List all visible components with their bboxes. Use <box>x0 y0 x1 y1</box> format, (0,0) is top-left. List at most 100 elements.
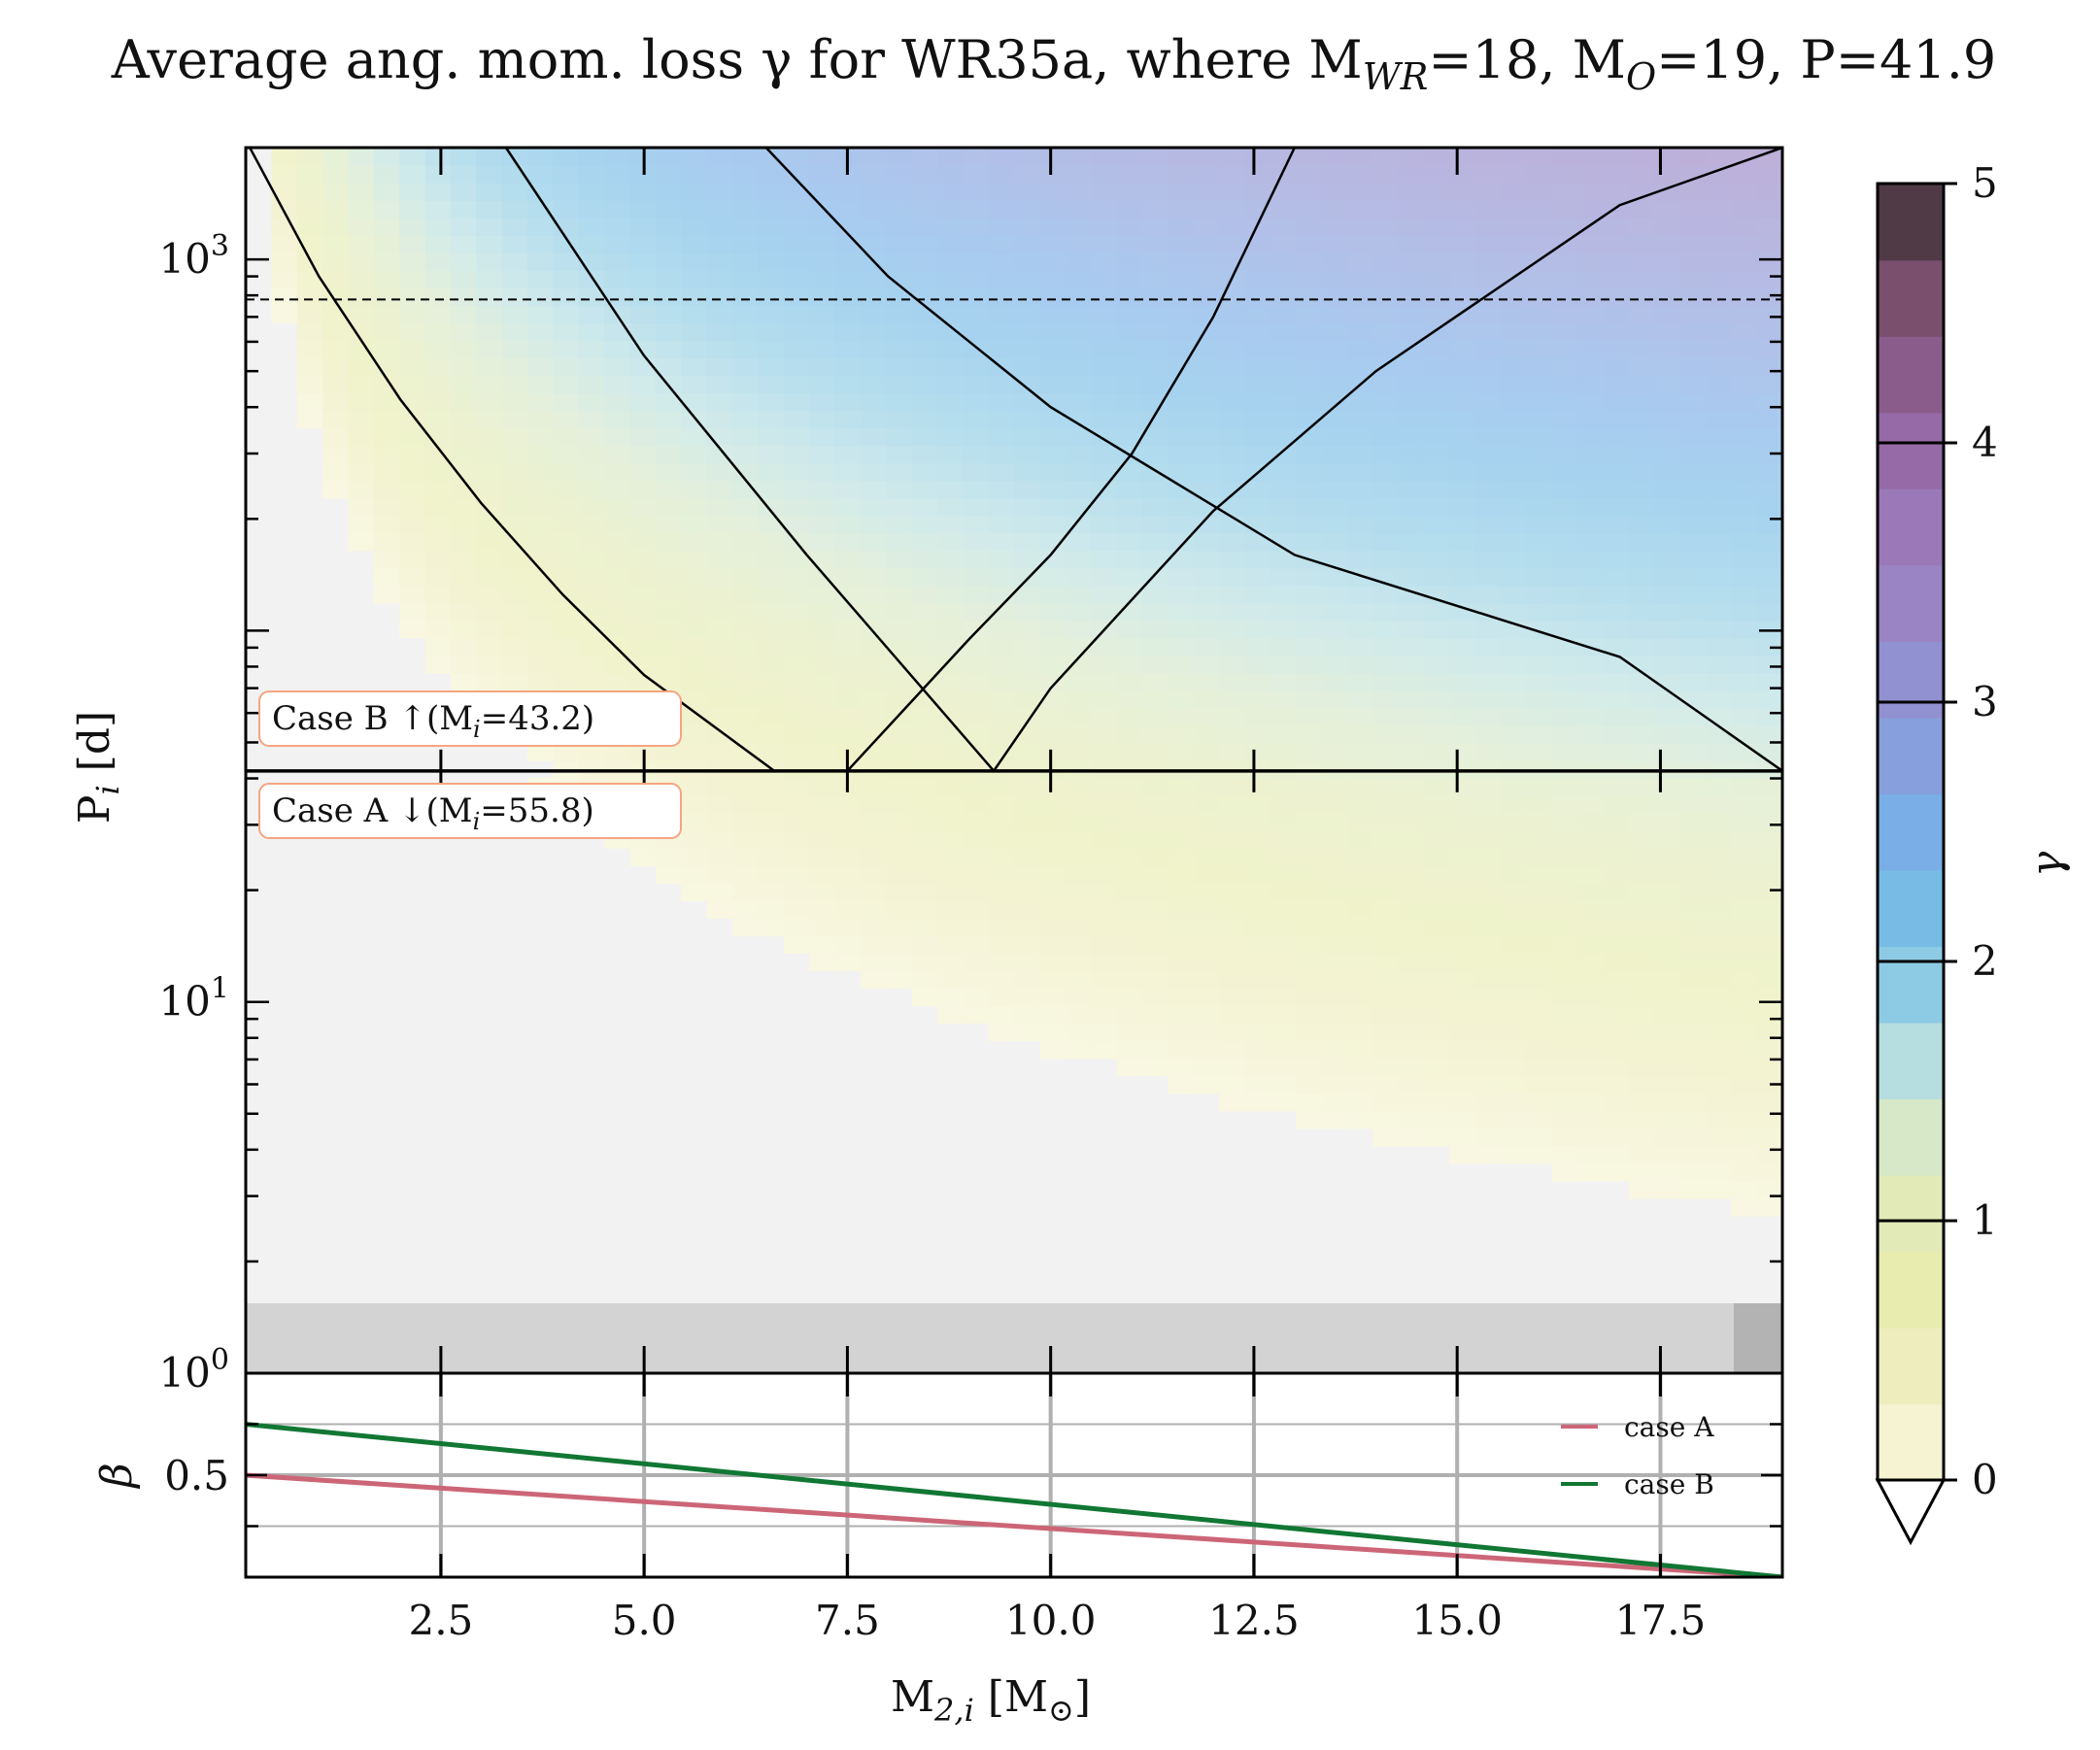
heatmap-cell <box>1014 935 1041 955</box>
heatmap-cell <box>706 795 733 814</box>
heatmap-cell <box>1731 305 1758 324</box>
heatmap-cell <box>424 183 452 201</box>
heatmap-cell <box>1551 305 1578 324</box>
gamma-contour-2-case-a <box>764 148 1782 772</box>
heatmap-cell <box>1270 148 1297 166</box>
heatmap-cell <box>886 743 913 761</box>
heatmap-cell <box>501 218 528 236</box>
heatmap-cell <box>911 410 938 429</box>
heatmap-cell <box>1168 813 1195 831</box>
heatmap-cell <box>1321 165 1348 184</box>
heatmap-cell <box>1731 707 1758 726</box>
heatmap-cell <box>1551 988 1578 1007</box>
heatmap-cell <box>1218 743 1246 761</box>
case-a-label: Case A ↓(Mi=55.8) <box>272 791 594 835</box>
heatmap-cell <box>1474 410 1502 429</box>
heatmap-cell <box>1577 1127 1605 1147</box>
heatmap-cell <box>1346 515 1373 534</box>
heatmap-cell <box>1731 218 1758 236</box>
heatmap-cell <box>1756 427 1782 447</box>
heatmap-cell <box>1756 322 1782 342</box>
heatmap-cell <box>604 235 631 253</box>
heatmap-cell <box>1065 795 1092 814</box>
heatmap-cell <box>348 410 375 429</box>
heatmap-cell <box>1603 970 1630 990</box>
heatmap-cell <box>1039 637 1067 656</box>
heatmap-cell <box>527 602 555 622</box>
heatmap-cell <box>783 830 810 849</box>
heatmap-cell <box>1398 183 1425 201</box>
heatmap-cell <box>1628 883 1655 901</box>
heatmap-cell <box>1705 830 1733 849</box>
heatmap-cell <box>1091 445 1118 464</box>
heatmap-cell <box>758 252 785 271</box>
heatmap-cell <box>1398 935 1425 955</box>
heatmap-cell <box>1423 515 1451 534</box>
colorbar-segment <box>1878 184 1944 261</box>
heatmap-cell <box>963 865 990 884</box>
heatmap-cell <box>1141 392 1169 412</box>
heatmap-cell <box>1449 743 1476 761</box>
heatmap-cell <box>1270 480 1297 499</box>
heatmap-cell <box>1065 743 1092 761</box>
heatmap-cell <box>1270 1058 1297 1077</box>
heatmap-cell <box>1168 707 1195 726</box>
heatmap-cell <box>1628 410 1655 429</box>
heatmap-cell <box>1577 410 1605 429</box>
heatmap-cell <box>373 165 400 184</box>
heatmap-cell <box>783 165 810 184</box>
heatmap-cell <box>809 620 836 639</box>
heatmap-cell <box>783 427 810 447</box>
heatmap-cell <box>936 165 965 184</box>
heatmap-cell <box>1270 918 1297 937</box>
heatmap-cell <box>399 567 426 587</box>
heatmap-cell <box>1116 497 1143 517</box>
heatmap-cell <box>655 148 683 166</box>
heatmap-cell <box>783 497 810 517</box>
heatmap-cell <box>988 953 1015 972</box>
heatmap-cell <box>860 375 887 394</box>
heatmap-cell <box>1501 148 1528 166</box>
heatmap-cell <box>1193 830 1220 849</box>
heatmap-cell <box>1372 252 1400 271</box>
heatmap-cell <box>783 252 810 271</box>
heatmap-cell <box>1654 935 1681 955</box>
heatmap-cell <box>1218 865 1246 884</box>
heatmap-cell <box>1705 340 1733 359</box>
heatmap-cell <box>1551 795 1578 814</box>
heatmap-cell <box>1398 988 1425 1007</box>
heatmap-cell <box>1296 620 1323 639</box>
heatmap-cell <box>1091 235 1118 253</box>
heatmap-cell <box>1321 724 1348 744</box>
heatmap-cell <box>1551 865 1578 884</box>
heatmap-cell <box>1423 322 1451 342</box>
heatmap-cell <box>1474 1058 1502 1077</box>
heatmap-cell <box>1449 637 1476 656</box>
heatmap-cell <box>886 532 913 552</box>
heatmap-cell <box>1577 148 1605 166</box>
heatmap-cell <box>758 270 785 288</box>
heatmap-cell <box>1526 462 1553 482</box>
heatmap-cell <box>886 585 913 604</box>
heatmap-cell <box>604 672 631 691</box>
heatmap-cell <box>681 305 708 324</box>
heatmap-cell <box>629 200 657 219</box>
heatmap-cell <box>1551 392 1578 412</box>
heatmap-cell <box>1296 778 1323 796</box>
heatmap-cell <box>1168 1023 1195 1042</box>
heatmap-cell <box>1270 848 1297 866</box>
heatmap-cell <box>681 445 708 464</box>
heatmap-cell <box>1321 1023 1348 1042</box>
heatmap-cell <box>1449 165 1476 184</box>
heatmap-cell <box>886 830 913 849</box>
heatmap-cell <box>1679 270 1707 288</box>
heatmap-cell <box>604 218 631 236</box>
heatmap-cell <box>1270 357 1297 377</box>
heatmap-cell <box>1296 724 1323 744</box>
heatmap-cell <box>1014 515 1041 534</box>
heatmap-cell <box>1679 865 1707 884</box>
heatmap-cell <box>1398 322 1425 342</box>
heatmap-cell <box>501 270 528 288</box>
heatmap-cell <box>1756 743 1782 761</box>
heatmap-cell <box>1296 795 1323 814</box>
